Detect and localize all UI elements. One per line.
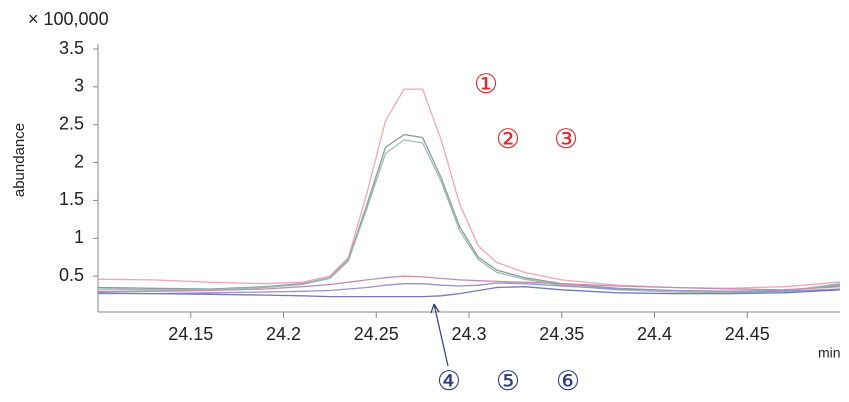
series-label: ⑥ [556, 366, 580, 396]
series-line [97, 88, 841, 289]
y-axis-label: abundance [11, 123, 28, 197]
y-tick-label: 1 [74, 227, 84, 247]
x-tick-label: 24.3 [451, 324, 486, 344]
y-tick-label: 1.5 [59, 189, 84, 209]
x-tick-label: 24.2 [266, 324, 301, 344]
y-multiplier: × 100,000 [28, 9, 109, 29]
x-tick-label: 24.25 [354, 324, 399, 344]
y-tick-label: 2.5 [59, 113, 84, 133]
series-line [98, 282, 841, 295]
x-tick-label: 24.15 [168, 324, 213, 344]
x-tick-label: 24.35 [539, 324, 584, 344]
series-line [97, 139, 841, 294]
series-label: ① [474, 69, 498, 99]
series-line [97, 286, 841, 298]
y-tick-label: 3 [74, 76, 84, 96]
x-tick-label: 24.45 [725, 324, 770, 344]
series-label: ③ [554, 124, 578, 154]
x-axis-label: min [818, 345, 841, 361]
y-tick-label: 3.5 [59, 38, 84, 58]
arrow [430, 303, 449, 367]
series-line [98, 275, 841, 292]
y-tick-label: 2 [74, 151, 84, 171]
x-tick-label: 24.4 [637, 324, 672, 344]
y-tick-label: 0.5 [59, 265, 84, 285]
series-label: ④ [437, 366, 461, 396]
series-label: ② [496, 124, 520, 154]
series-label: ⑤ [496, 366, 520, 396]
series-line [97, 133, 841, 292]
